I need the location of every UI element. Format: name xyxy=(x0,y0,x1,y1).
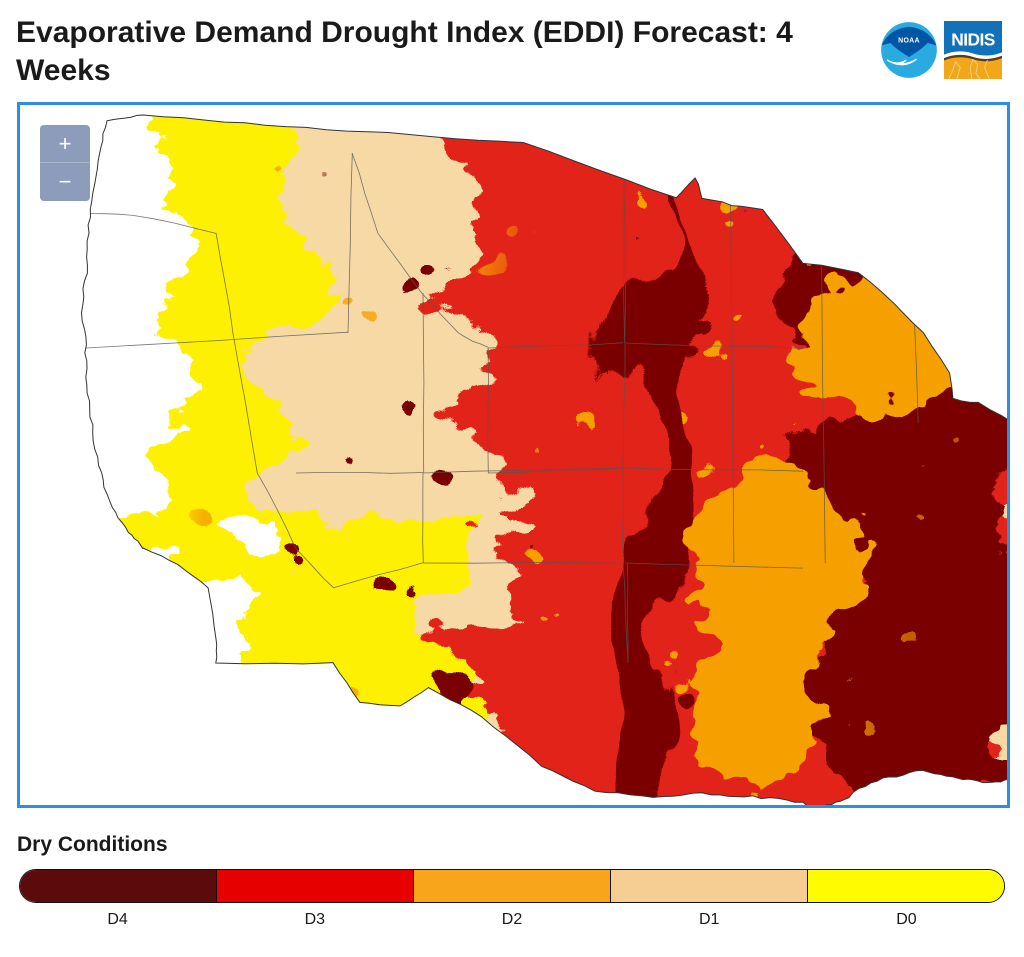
svg-text:NIDIS: NIDIS xyxy=(951,29,994,49)
svg-text:NOAA: NOAA xyxy=(898,37,920,44)
